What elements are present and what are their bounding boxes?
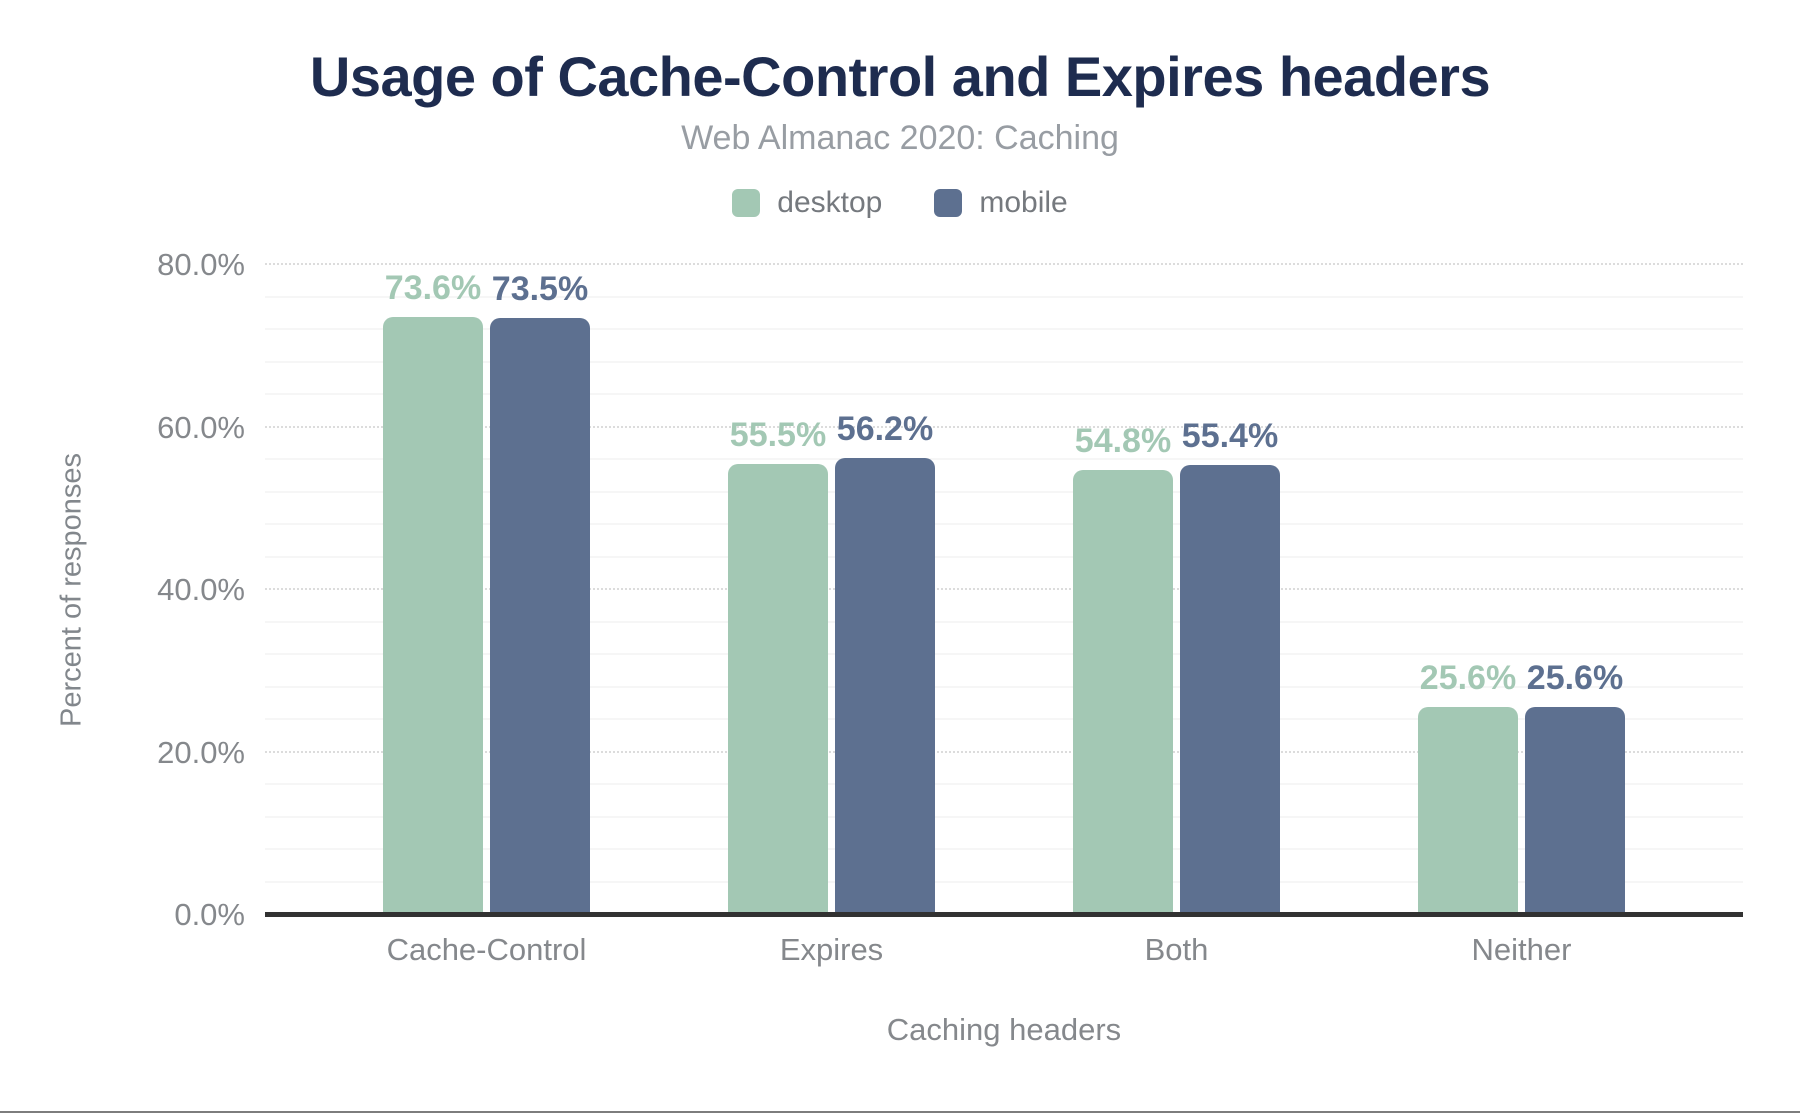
bar-value-label-desktop-both: 54.8%	[1074, 421, 1172, 460]
minor-gridline-52	[265, 490, 1743, 493]
legend-label-mobile: mobile	[979, 186, 1068, 219]
x-category-label-cache-control: Cache-Control	[386, 932, 587, 967]
x-category-label-neither: Neither	[1471, 932, 1572, 967]
x-axis-line	[265, 912, 1743, 917]
minor-gridline-36	[265, 620, 1743, 623]
minor-gridline-12	[265, 815, 1743, 818]
minor-gridline-64	[265, 393, 1743, 395]
chart-title: Usage of Cache-Control and Expires heade…	[309, 45, 1491, 108]
major-gridline-40	[265, 588, 1743, 590]
plot-area: 73.6% 73.5% 55.5% 56.2% 54.8% 55.4% 25.6% 25.6%	[265, 263, 1743, 917]
major-gridline-20	[265, 750, 1743, 753]
bar-desktop-cache-control[interactable]: 73.6%	[383, 269, 483, 915]
bar-value-label-desktop-neither: 25.6%	[1419, 659, 1517, 697]
bar-mobile-neither[interactable]: 25.6%	[1525, 659, 1625, 915]
minor-gridline-32	[265, 653, 1743, 655]
bar-desktop-expires[interactable]: 55.5%	[728, 416, 828, 915]
minor-gridline-16	[265, 783, 1743, 785]
x-axis-title: Caching headers	[886, 1012, 1122, 1047]
legend: desktop mobile	[0, 186, 1800, 220]
category-band-cache-control: 73.6% 73.5%	[314, 265, 659, 915]
bands-layer: 73.6% 73.5% 55.5% 56.2% 54.8% 55.4% 25.6% 25.6%	[265, 265, 1743, 915]
bar-mobile-expires[interactable]: 56.2%	[835, 410, 935, 915]
legend-item-desktop[interactable]: desktop	[732, 186, 882, 220]
minor-gridline-24	[265, 718, 1743, 720]
minor-gridline-44	[265, 555, 1743, 558]
mobile-legend-swatch-icon	[934, 189, 963, 217]
minor-gridline-4	[265, 880, 1743, 883]
category-band-both: 54.8% 55.4%	[1004, 265, 1349, 915]
bar-value-label-mobile-cache-control: 73.5%	[491, 269, 589, 308]
x-category-labels: Cache-Control Expires Both Neither	[265, 930, 1743, 970]
desktop-legend-swatch-icon	[732, 189, 761, 217]
bar-mobile-cache-control[interactable]: 73.5%	[490, 270, 590, 915]
minor-gridline-8	[265, 848, 1743, 850]
bar-value-label-mobile-both: 55.4%	[1181, 416, 1279, 455]
legend-item-mobile[interactable]: mobile	[934, 186, 1068, 220]
category-band-neither: 25.6% 25.6%	[1349, 265, 1694, 915]
bar-value-label-mobile-expires: 56.2%	[836, 410, 934, 449]
minor-gridline-28	[265, 685, 1743, 688]
major-gridline-80	[265, 263, 1743, 265]
category-band-expires: 55.5% 56.2%	[659, 265, 1004, 915]
legend-label-desktop: desktop	[777, 186, 883, 219]
bar-desktop-both[interactable]: 54.8%	[1073, 422, 1173, 915]
bar-desktop-neither[interactable]: 25.6%	[1418, 659, 1518, 915]
chart-subtitle: Web Almanac 2020: Caching	[681, 119, 1119, 157]
bottom-border	[0, 1111, 1800, 1113]
y-tick-label-20: 20.0%	[157, 734, 245, 770]
minor-gridline-56	[265, 458, 1743, 460]
bar-value-label-mobile-neither: 25.6%	[1526, 659, 1624, 697]
bar-value-label-desktop-cache-control: 73.6%	[384, 269, 482, 307]
x-category-label-expires: Expires	[779, 932, 884, 967]
y-tick-label-40: 40.0%	[157, 572, 245, 607]
minor-gridline-68	[265, 360, 1743, 363]
minor-gridline-72	[265, 328, 1743, 330]
bar-mobile-both[interactable]: 55.4%	[1180, 417, 1280, 915]
major-gridline-60	[265, 425, 1743, 428]
y-tick-label-60: 60.0%	[157, 409, 245, 445]
bar-value-label-desktop-expires: 55.5%	[729, 416, 827, 455]
y-tick-label-80: 80.0%	[157, 247, 245, 282]
x-category-label-both: Both	[1144, 932, 1209, 967]
y-tick-label-0: 0.0%	[174, 897, 245, 932]
minor-gridline-76	[265, 295, 1743, 298]
minor-gridline-48	[265, 523, 1743, 525]
